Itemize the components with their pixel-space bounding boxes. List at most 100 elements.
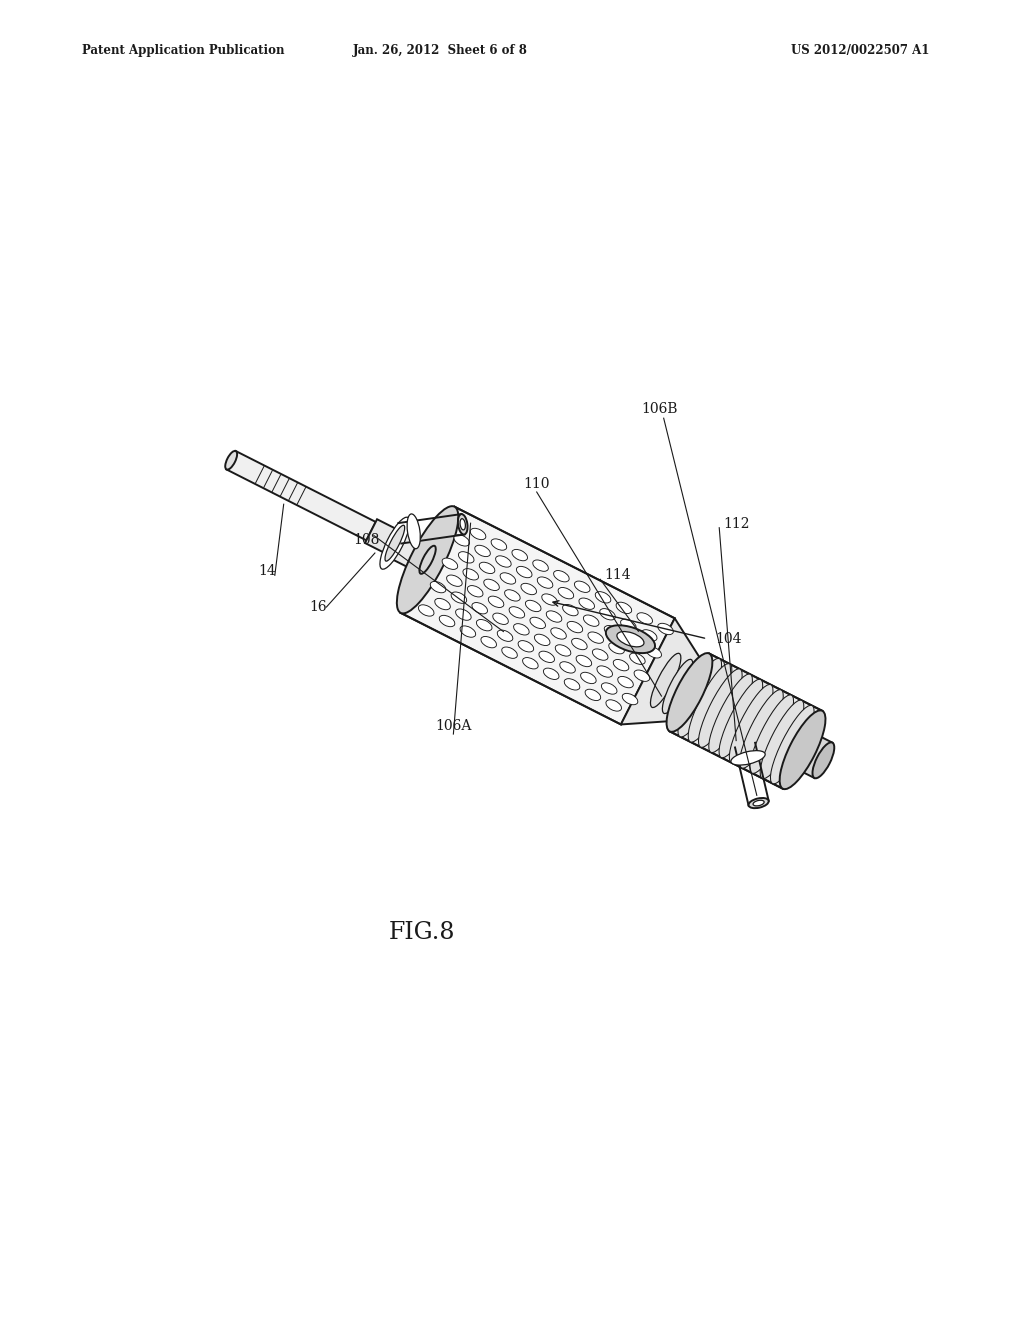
Ellipse shape (516, 566, 532, 578)
Ellipse shape (579, 598, 595, 610)
Ellipse shape (380, 517, 410, 569)
Ellipse shape (604, 626, 620, 636)
Ellipse shape (616, 602, 632, 614)
Ellipse shape (606, 700, 622, 711)
Ellipse shape (585, 689, 601, 701)
Ellipse shape (476, 619, 492, 631)
Ellipse shape (637, 612, 652, 624)
Ellipse shape (593, 649, 608, 660)
Ellipse shape (551, 628, 566, 639)
Ellipse shape (454, 535, 470, 546)
Ellipse shape (460, 519, 465, 529)
Ellipse shape (509, 607, 524, 618)
Ellipse shape (430, 581, 445, 593)
Text: 106B: 106B (641, 401, 678, 416)
Ellipse shape (663, 659, 693, 714)
Ellipse shape (460, 626, 476, 638)
Ellipse shape (483, 579, 500, 590)
Ellipse shape (634, 671, 649, 681)
Ellipse shape (749, 799, 769, 808)
Ellipse shape (668, 653, 712, 731)
Ellipse shape (529, 618, 546, 628)
Ellipse shape (616, 631, 644, 647)
Polygon shape (388, 529, 434, 574)
Ellipse shape (505, 590, 520, 601)
Ellipse shape (577, 655, 592, 667)
Ellipse shape (518, 640, 534, 652)
Text: 14: 14 (258, 565, 275, 578)
Ellipse shape (512, 549, 527, 561)
Ellipse shape (442, 558, 458, 569)
Ellipse shape (613, 660, 629, 671)
Ellipse shape (458, 513, 468, 535)
Ellipse shape (584, 615, 599, 626)
Ellipse shape (560, 661, 575, 673)
Ellipse shape (459, 552, 474, 564)
Text: 16: 16 (309, 601, 328, 614)
Ellipse shape (467, 586, 483, 597)
Ellipse shape (641, 630, 657, 642)
Text: 104: 104 (715, 632, 741, 645)
Ellipse shape (719, 680, 763, 758)
Text: Jan. 26, 2012  Sheet 6 of 8: Jan. 26, 2012 Sheet 6 of 8 (353, 44, 527, 57)
Ellipse shape (397, 506, 459, 614)
Ellipse shape (750, 694, 794, 774)
Ellipse shape (502, 647, 517, 659)
Ellipse shape (621, 619, 636, 631)
Ellipse shape (521, 583, 537, 595)
Ellipse shape (456, 609, 471, 620)
Ellipse shape (667, 653, 713, 731)
Ellipse shape (595, 591, 611, 603)
Polygon shape (400, 507, 675, 725)
Ellipse shape (753, 800, 764, 807)
Text: 114: 114 (604, 569, 631, 582)
Ellipse shape (554, 570, 569, 582)
Ellipse shape (470, 528, 485, 540)
Polygon shape (621, 618, 703, 725)
Ellipse shape (481, 636, 497, 648)
Text: 112: 112 (723, 516, 750, 531)
Ellipse shape (498, 630, 513, 642)
Ellipse shape (435, 598, 451, 610)
Ellipse shape (770, 705, 814, 784)
Ellipse shape (571, 639, 587, 649)
Text: Patent Application Publication: Patent Application Publication (82, 44, 285, 57)
Text: FIG.8: FIG.8 (388, 921, 455, 944)
Ellipse shape (555, 644, 570, 656)
Ellipse shape (439, 615, 455, 627)
Ellipse shape (385, 525, 404, 561)
Ellipse shape (812, 742, 835, 779)
Ellipse shape (678, 659, 722, 737)
Ellipse shape (588, 632, 603, 643)
Ellipse shape (731, 751, 765, 766)
Ellipse shape (446, 576, 462, 586)
Ellipse shape (567, 622, 583, 632)
Ellipse shape (538, 577, 553, 589)
Ellipse shape (479, 562, 495, 574)
Text: US 2012/0022507 A1: US 2012/0022507 A1 (791, 44, 930, 57)
Ellipse shape (525, 601, 541, 611)
Ellipse shape (650, 653, 681, 708)
Ellipse shape (225, 451, 238, 470)
Ellipse shape (408, 513, 420, 549)
Ellipse shape (558, 587, 573, 599)
Ellipse shape (420, 545, 436, 574)
Ellipse shape (493, 612, 508, 624)
Ellipse shape (729, 685, 773, 763)
Ellipse shape (698, 669, 742, 747)
Ellipse shape (544, 668, 559, 680)
Ellipse shape (608, 643, 625, 653)
Ellipse shape (535, 634, 550, 645)
Ellipse shape (623, 693, 638, 705)
Ellipse shape (496, 556, 511, 568)
Text: 106A: 106A (435, 719, 472, 733)
Ellipse shape (597, 665, 612, 677)
Ellipse shape (419, 605, 434, 616)
Ellipse shape (581, 672, 596, 684)
Ellipse shape (646, 647, 662, 657)
Ellipse shape (625, 636, 641, 647)
Ellipse shape (574, 581, 590, 593)
Ellipse shape (532, 560, 548, 572)
Ellipse shape (542, 594, 557, 606)
Ellipse shape (492, 539, 507, 550)
